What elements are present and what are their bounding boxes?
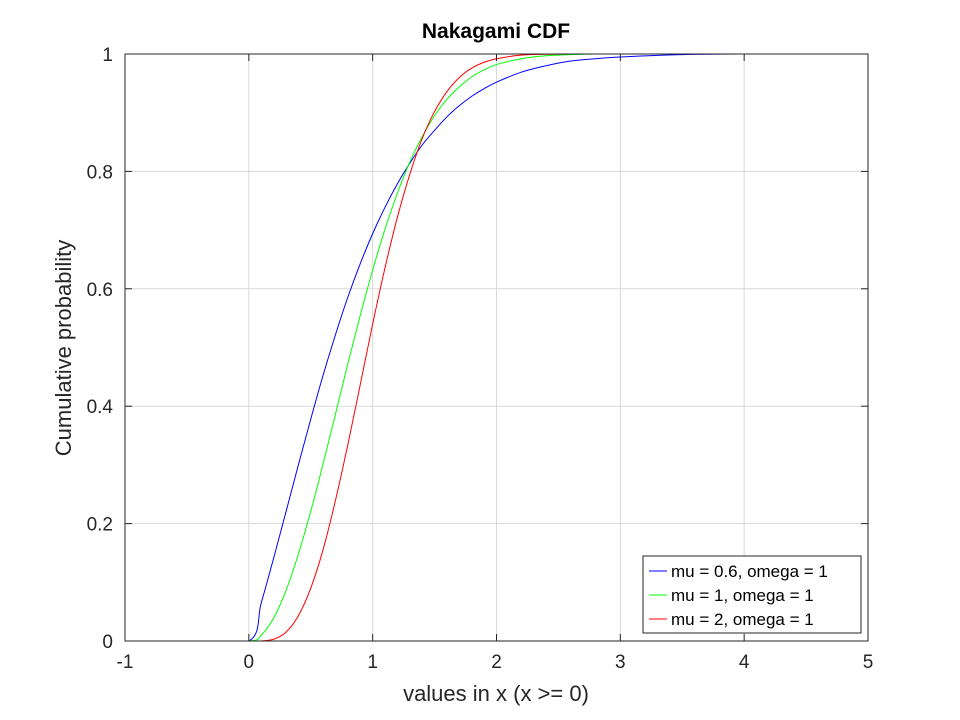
x-tick-label: 5	[863, 652, 874, 673]
y-tick-label: 1	[102, 45, 113, 66]
x-tick-label: 3	[615, 652, 626, 673]
ticks	[124, 53, 869, 642]
x-tick-label: -1	[117, 652, 134, 673]
y-tick-labels: 0 0.2 0.4 0.6 0.8 1	[87, 45, 114, 653]
legend-entry-2: mu = 2, omega = 1	[671, 610, 814, 629]
x-tick-label: 0	[244, 652, 255, 673]
legend-box	[642, 555, 862, 634]
x-tick-labels: -1 0 1 2 3 4 5	[117, 652, 874, 673]
y-tick-label: 0.6	[87, 280, 113, 301]
legend: mu = 0.6, omega = 1 mu = 1, omega = 1 mu…	[642, 555, 862, 634]
legend-entry-1: mu = 1, omega = 1	[671, 586, 814, 605]
x-axis-label: values in x (x >= 0)	[403, 681, 589, 706]
x-tick-label: 4	[739, 652, 750, 673]
legend-entry-0: mu = 0.6, omega = 1	[671, 562, 828, 581]
series-line-0	[125, 53, 868, 642]
y-tick-label: 0.2	[87, 515, 113, 536]
y-tick-label: 0.8	[87, 162, 113, 183]
y-tick-label: 0.4	[87, 397, 114, 418]
x-tick-label: 1	[367, 652, 378, 673]
x-tick-label: 2	[491, 652, 502, 673]
y-axis-label: Cumulative probability	[51, 240, 76, 456]
chart-title: Nakagami CDF	[422, 20, 570, 43]
y-tick-label: 0	[102, 632, 113, 653]
